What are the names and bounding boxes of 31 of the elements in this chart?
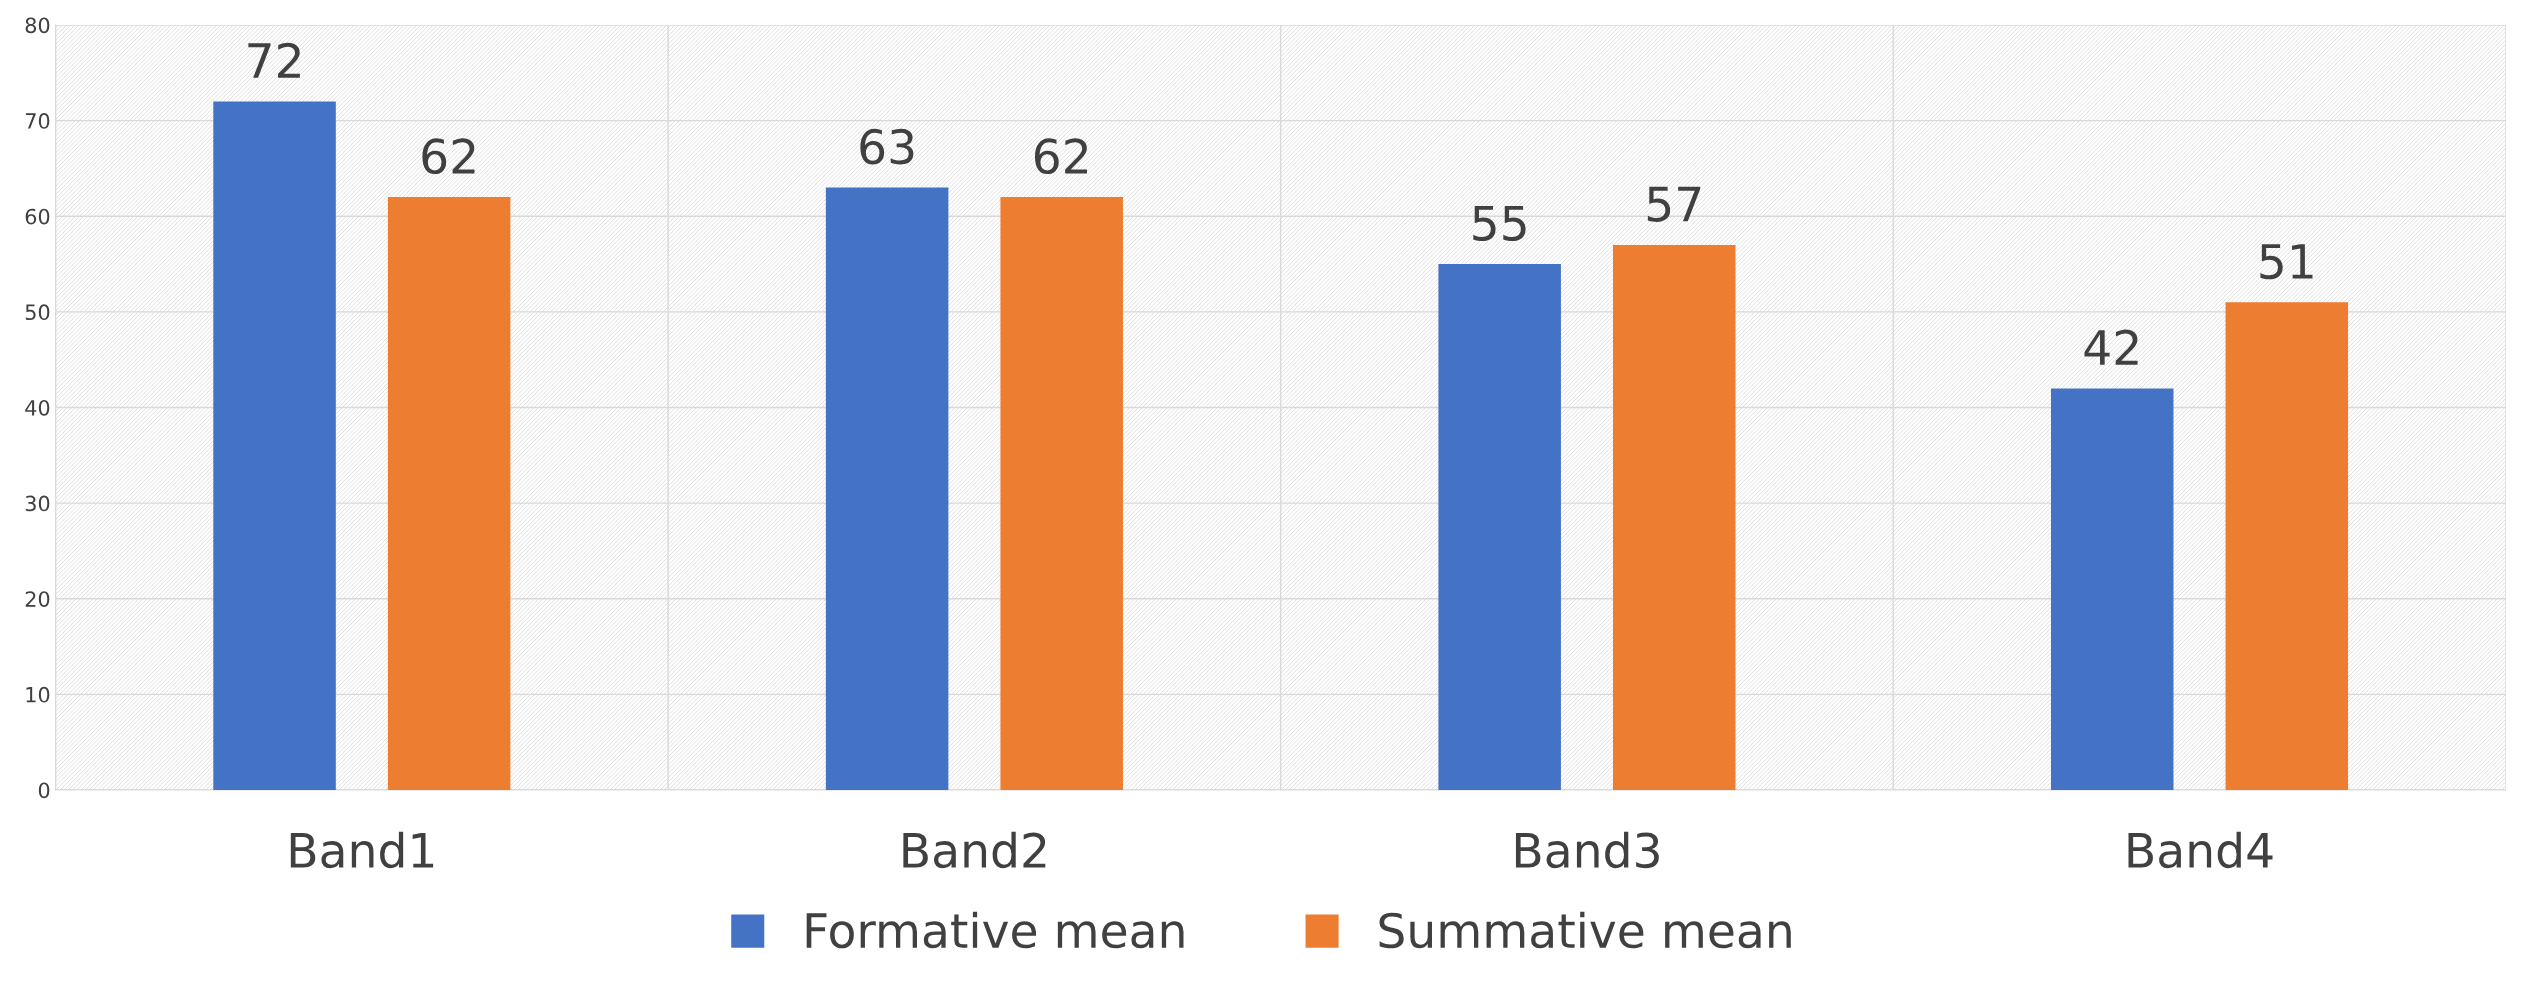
bar <box>825 187 949 790</box>
data-label: 72 <box>248 42 300 78</box>
bar <box>1438 264 1561 790</box>
y-tick-label: 40 <box>25 399 50 416</box>
data-label: 57 <box>1647 186 1701 222</box>
y-tick-label: 0 <box>38 782 50 799</box>
bar <box>2050 388 2174 790</box>
data-label: 55 <box>1473 205 1526 242</box>
bar <box>1612 244 1736 790</box>
y-tick-label: 70 <box>25 113 50 129</box>
y-tick-label: 80 <box>25 17 50 34</box>
x-tick-label: Band3 <box>1515 831 1659 869</box>
bar <box>213 101 336 790</box>
bar <box>2225 302 2349 790</box>
bar <box>387 197 511 790</box>
y-tick-label: 20 <box>25 591 50 607</box>
data-label: 51 <box>2260 244 2313 280</box>
y-tick-label: 10 <box>26 686 50 703</box>
legend-label: Formative mean <box>806 911 1184 949</box>
y-tick-label: 50 <box>25 304 50 321</box>
y-tick-label: 30 <box>25 495 50 512</box>
y-tick-label: 60 <box>25 208 50 225</box>
data-label: 62 <box>422 138 475 175</box>
data-label: 42 <box>2084 329 2138 365</box>
data-label: 62 <box>1034 138 1088 175</box>
x-tick-label: Band4 <box>2128 831 2273 869</box>
data-label: 63 <box>860 128 914 165</box>
bar <box>1000 197 1123 790</box>
x-tick-label: Band1 <box>290 831 434 869</box>
x-tick-label: Band2 <box>903 831 1046 869</box>
legend-label: Summative mean <box>1379 911 1791 949</box>
